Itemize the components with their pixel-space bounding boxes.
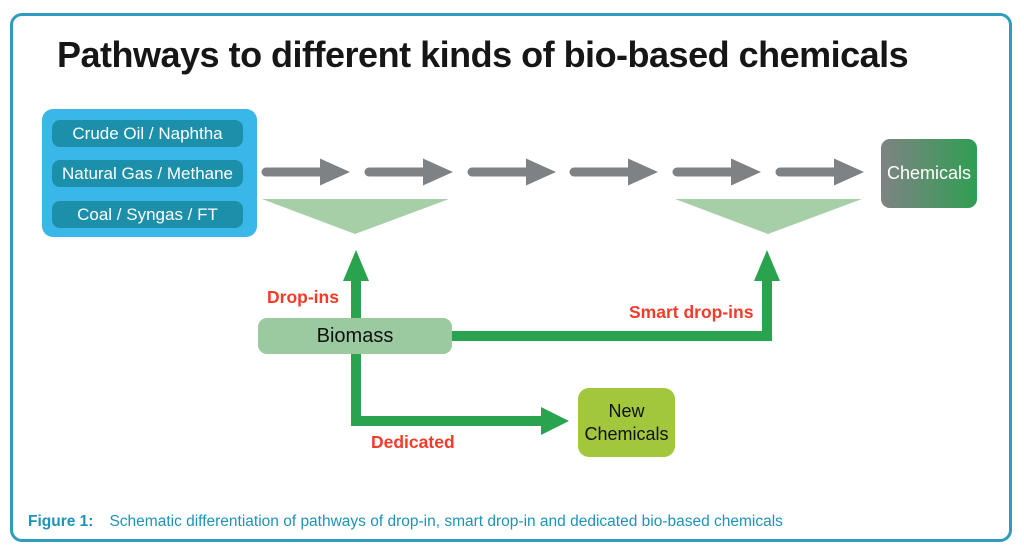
label-dedicated: Dedicated	[371, 432, 455, 452]
chemicals-box: Chemicals	[881, 139, 977, 208]
fossil-source-pill-crude-oil: Crude Oil / Naphtha	[52, 120, 243, 147]
figure-caption: Figure 1: Schematic differentiation of pa…	[28, 513, 783, 531]
fossil-sources-container: Crude Oil / Naphtha Natural Gas / Methan…	[42, 109, 257, 237]
figure-caption-text: Schematic differentiation of pathways of…	[109, 513, 783, 530]
new-chemicals-box: New Chemicals	[578, 388, 675, 457]
fossil-source-pill-natural-gas: Natural Gas / Methane	[52, 160, 243, 187]
fossil-source-pill-coal: Coal / Syngas / FT	[52, 201, 243, 228]
label-drop-ins: Drop-ins	[267, 287, 339, 307]
figure-title: Pathways to different kinds of bio-based…	[57, 34, 909, 75]
figure-caption-label: Figure 1:	[28, 513, 94, 530]
biomass-box: Biomass	[258, 318, 452, 354]
label-smart-drop-ins: Smart drop-ins	[629, 302, 754, 322]
figure-frame-border	[10, 13, 1012, 542]
